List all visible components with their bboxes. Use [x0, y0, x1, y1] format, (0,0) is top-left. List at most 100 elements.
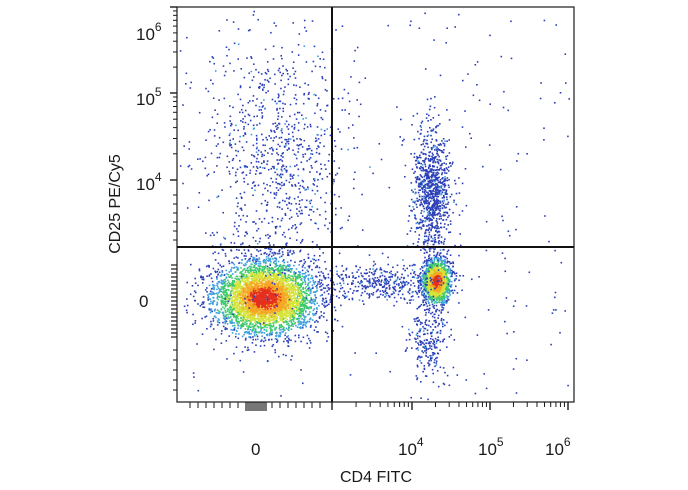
event-dot	[236, 316, 238, 318]
event-dot	[428, 248, 431, 250]
event-dot	[194, 299, 196, 302]
event-dot	[430, 259, 432, 262]
event-dot	[260, 288, 262, 291]
event-dot	[269, 257, 272, 260]
event-dot	[270, 271, 272, 274]
event-dot	[316, 284, 318, 287]
event-dot	[232, 285, 234, 287]
event-dot	[217, 273, 219, 276]
event-dot	[217, 312, 219, 314]
event-dot	[244, 328, 247, 330]
event-dot	[311, 276, 314, 279]
event-dot	[240, 285, 242, 288]
event-dot	[229, 292, 232, 295]
event-dot	[257, 295, 260, 297]
event-dot	[289, 296, 292, 298]
event-dot	[234, 293, 236, 295]
event-dot	[285, 265, 287, 268]
event-dot	[236, 289, 238, 292]
event-dot	[254, 322, 257, 324]
event-dot	[283, 289, 286, 291]
event-dot	[249, 311, 251, 314]
event-dot	[250, 333, 252, 335]
event-dot	[258, 265, 261, 267]
event-dot	[297, 321, 299, 323]
event-dot	[237, 310, 239, 312]
event-dot	[263, 332, 266, 334]
event-dot	[277, 293, 280, 296]
event-dot	[251, 305, 254, 307]
event-dot	[284, 338, 287, 340]
event-dot	[266, 326, 268, 329]
event-dot	[269, 288, 271, 290]
event-dot	[243, 310, 245, 313]
event-dot	[260, 328, 262, 331]
event-dot	[306, 320, 309, 323]
event-dot	[262, 268, 264, 271]
event-dot	[434, 267, 437, 269]
event-dot	[232, 315, 235, 317]
event-dot	[209, 302, 212, 305]
event-dot	[241, 259, 244, 261]
event-dot	[260, 340, 262, 343]
event-dot	[439, 274, 442, 277]
event-dot	[249, 283, 251, 286]
event-dot	[250, 273, 252, 276]
event-dot	[223, 318, 226, 321]
event-dot	[254, 300, 256, 302]
event-dot	[286, 277, 288, 280]
event-dot	[315, 285, 317, 288]
event-dot	[286, 323, 288, 326]
event-dot	[222, 265, 225, 267]
event-dot	[226, 295, 229, 297]
event-dot	[268, 253, 271, 256]
event-dot	[282, 331, 284, 333]
event-dot	[425, 301, 427, 304]
event-dot	[259, 263, 262, 265]
event-dot	[213, 287, 216, 289]
event-dot	[285, 244, 288, 247]
event-dot	[216, 293, 219, 296]
event-dot	[268, 290, 271, 293]
event-dot	[273, 299, 275, 301]
event-dot	[247, 293, 250, 295]
event-dot	[240, 287, 242, 290]
event-dot	[267, 296, 270, 299]
event-dot	[298, 312, 300, 315]
event-dot	[240, 262, 243, 264]
event-dot	[233, 324, 236, 327]
event-dot	[313, 308, 316, 310]
event-dot	[234, 304, 237, 307]
event-dot	[294, 279, 297, 282]
event-dot	[278, 249, 281, 251]
event-dot	[287, 267, 290, 270]
event-dot	[190, 263, 192, 266]
event-dot	[256, 321, 259, 323]
event-dot	[197, 284, 199, 287]
event-dot	[267, 271, 269, 273]
event-dot	[211, 291, 213, 293]
event-dot	[294, 289, 297, 292]
event-dot	[231, 320, 233, 322]
event-dot	[223, 279, 226, 281]
event-dot	[265, 302, 268, 304]
event-dot	[305, 325, 307, 328]
event-dot	[279, 326, 281, 328]
event-dot	[321, 294, 323, 296]
event-dot	[286, 293, 289, 295]
event-dot	[274, 328, 277, 330]
event-dot	[277, 271, 280, 274]
event-dot	[440, 299, 443, 302]
event-dot	[207, 295, 210, 298]
event-dot	[296, 307, 298, 309]
event-dot	[278, 324, 281, 327]
event-dot	[245, 284, 247, 287]
event-dot	[247, 310, 249, 312]
event-dot	[277, 296, 279, 298]
event-dot	[237, 323, 239, 326]
event-dot	[281, 281, 284, 283]
event-dot	[233, 280, 235, 282]
event-dot	[281, 292, 284, 294]
event-dot	[297, 299, 299, 302]
event-dot	[299, 305, 302, 307]
